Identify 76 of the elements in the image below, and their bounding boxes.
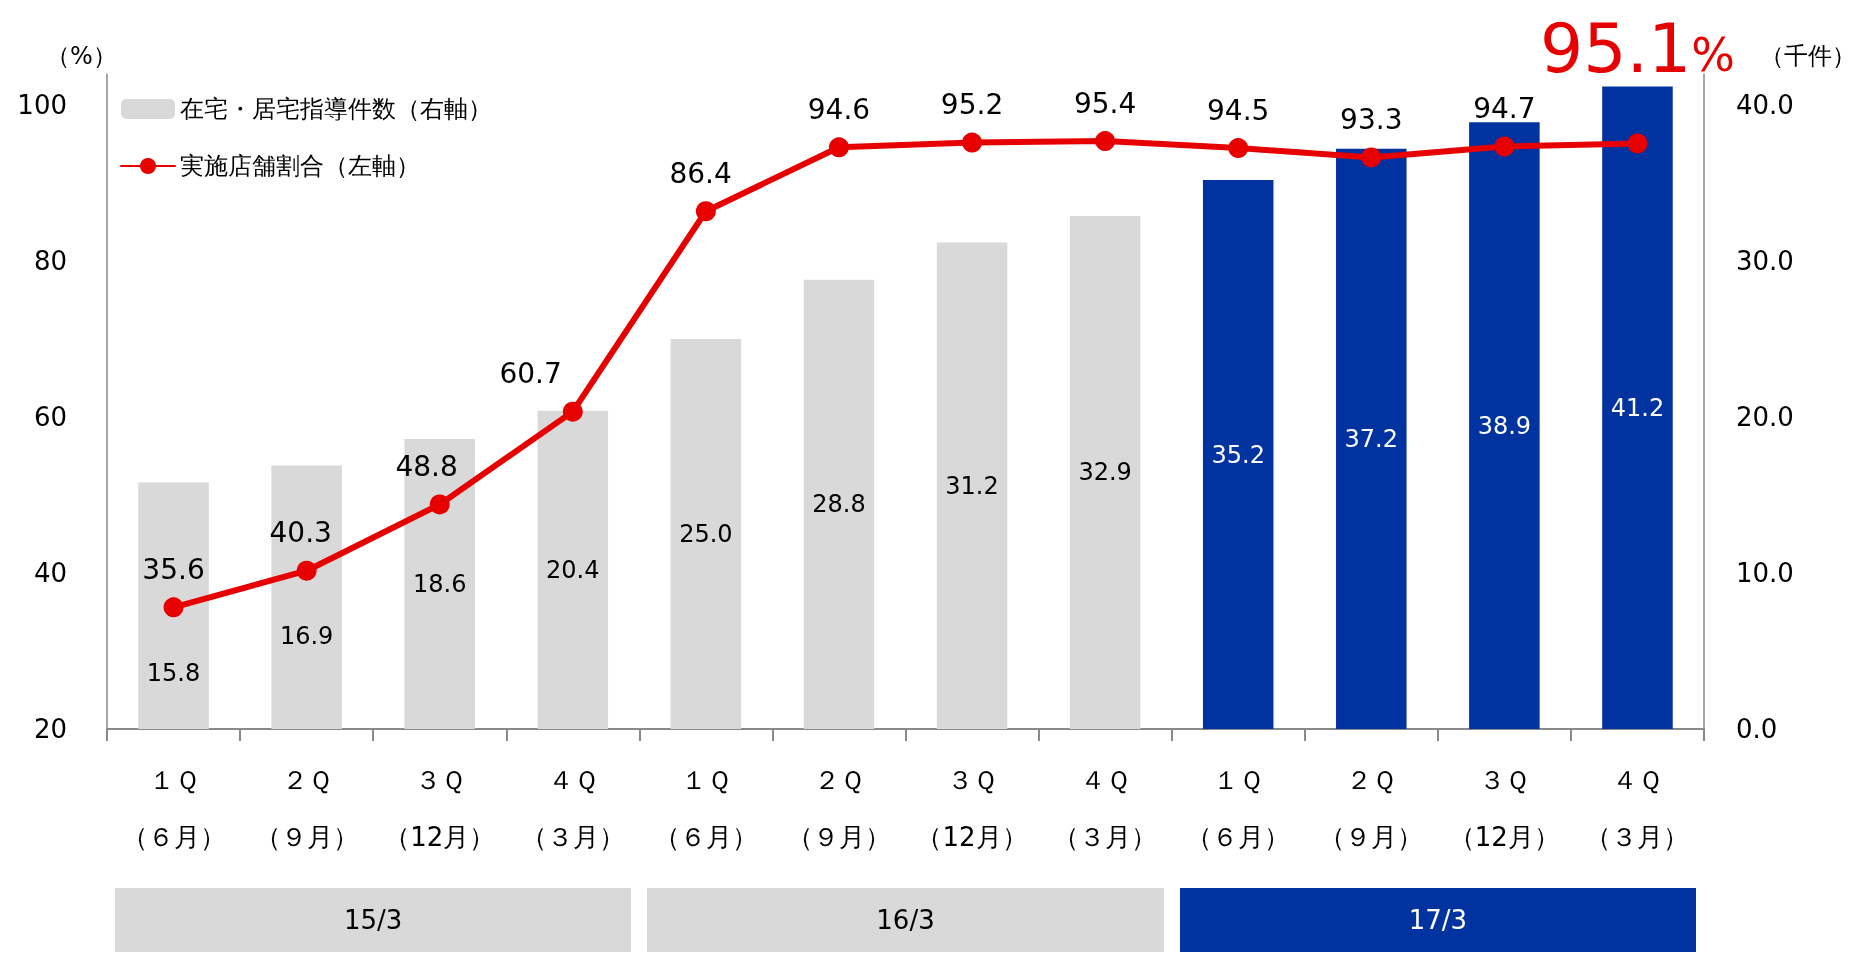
point bbox=[1361, 147, 1382, 168]
data-label: 37.2 bbox=[1344, 424, 1399, 453]
point bbox=[1494, 136, 1515, 157]
bar bbox=[1069, 215, 1141, 729]
point bbox=[562, 401, 583, 422]
bar bbox=[271, 465, 342, 729]
point bbox=[1228, 138, 1249, 159]
data-label: 94.5 bbox=[1207, 93, 1270, 127]
data-label: 94.7 bbox=[1473, 92, 1536, 126]
data-label: 95.2 bbox=[940, 88, 1004, 122]
x-tick-label: ４Ｑ（３月） bbox=[1053, 764, 1158, 852]
point bbox=[962, 132, 983, 153]
x-tick-label: １Ｑ（６月） bbox=[1186, 764, 1291, 852]
data-label: 94.6 bbox=[807, 92, 871, 126]
data-label: 48.8 bbox=[395, 449, 458, 483]
text: 17/3 bbox=[1179, 888, 1696, 952]
data-label: 40.3 bbox=[269, 516, 332, 550]
data-label: 35.2 bbox=[1211, 440, 1265, 469]
x-tick-label: ２Ｑ（９月） bbox=[786, 764, 891, 852]
legend-label: 在宅・居宅指導件数（右軸） bbox=[180, 95, 492, 123]
data-label: 35.6 bbox=[142, 552, 205, 586]
point bbox=[429, 494, 450, 515]
y-axis-title: （%） bbox=[46, 42, 117, 70]
data-label: 95.1% bbox=[1539, 8, 1736, 88]
x-tick-label: ２Ｑ（９月） bbox=[254, 764, 359, 852]
x-tick-label: ４Ｑ（３月） bbox=[520, 764, 625, 852]
bar bbox=[1469, 122, 1540, 729]
bar bbox=[803, 279, 875, 729]
point bbox=[1095, 131, 1116, 152]
x-tick-label: １Ｑ（６月） bbox=[121, 764, 226, 852]
y2-tick-label: 20.0 bbox=[1736, 402, 1794, 433]
x-tick-label: ４Ｑ（３月） bbox=[1585, 764, 1690, 852]
y2-axis-title: （千件） bbox=[1760, 42, 1856, 70]
point bbox=[163, 597, 184, 618]
y-tick-label: 20 bbox=[33, 714, 67, 744]
point bbox=[828, 137, 849, 158]
y2-tick-label: 30.0 bbox=[1736, 246, 1794, 277]
legend-label: 実施店舗割合（左軸） bbox=[180, 152, 420, 180]
data-label: 31.2 bbox=[945, 471, 999, 500]
data-label: 16.9 bbox=[279, 622, 334, 651]
x-tick-label: ２Ｑ（９月） bbox=[1319, 764, 1424, 852]
point bbox=[1627, 133, 1648, 154]
bar bbox=[1336, 148, 1407, 729]
y-tick-label: 40 bbox=[33, 558, 67, 589]
bar bbox=[537, 410, 609, 729]
point bbox=[296, 560, 317, 581]
bar bbox=[138, 482, 209, 729]
point bbox=[695, 201, 716, 222]
y2-tick-label: 10.0 bbox=[1736, 558, 1794, 589]
x-tick-label: １Ｑ（６月） bbox=[653, 764, 758, 852]
data-label: 15.8 bbox=[146, 658, 201, 687]
y2-tick-label: 0.0 bbox=[1736, 714, 1778, 744]
data-label: 60.7 bbox=[499, 357, 562, 391]
text: 16/3 bbox=[647, 888, 1164, 952]
bar bbox=[1202, 180, 1274, 729]
y2-tick-label: 40.0 bbox=[1736, 90, 1794, 121]
data-label: 86.4 bbox=[669, 156, 732, 190]
x-tick-label: ３Ｑ（12月） bbox=[916, 764, 1028, 852]
data-label: 93.3 bbox=[1340, 102, 1403, 136]
data-label: 41.2 bbox=[1610, 393, 1665, 422]
data-label: 32.9 bbox=[1078, 458, 1132, 487]
bar bbox=[936, 242, 1008, 729]
data-label: 28.8 bbox=[812, 490, 866, 519]
data-label: 38.9 bbox=[1477, 411, 1532, 440]
data-label: 20.4 bbox=[546, 555, 600, 584]
y-tick-label: 60 bbox=[33, 402, 67, 433]
x-tick-label: ３Ｑ（12月） bbox=[1448, 764, 1560, 852]
bar bbox=[670, 339, 742, 729]
y-tick-label: 100 bbox=[17, 90, 67, 121]
data-label: 25.0 bbox=[679, 520, 733, 549]
text: 15/3 bbox=[115, 888, 632, 952]
y-tick-label: 80 bbox=[33, 246, 67, 277]
bar bbox=[1602, 86, 1673, 729]
data-label: 95.4 bbox=[1073, 86, 1137, 120]
data-label: 18.6 bbox=[412, 569, 467, 598]
x-tick-label: ３Ｑ（12月） bbox=[384, 764, 496, 852]
